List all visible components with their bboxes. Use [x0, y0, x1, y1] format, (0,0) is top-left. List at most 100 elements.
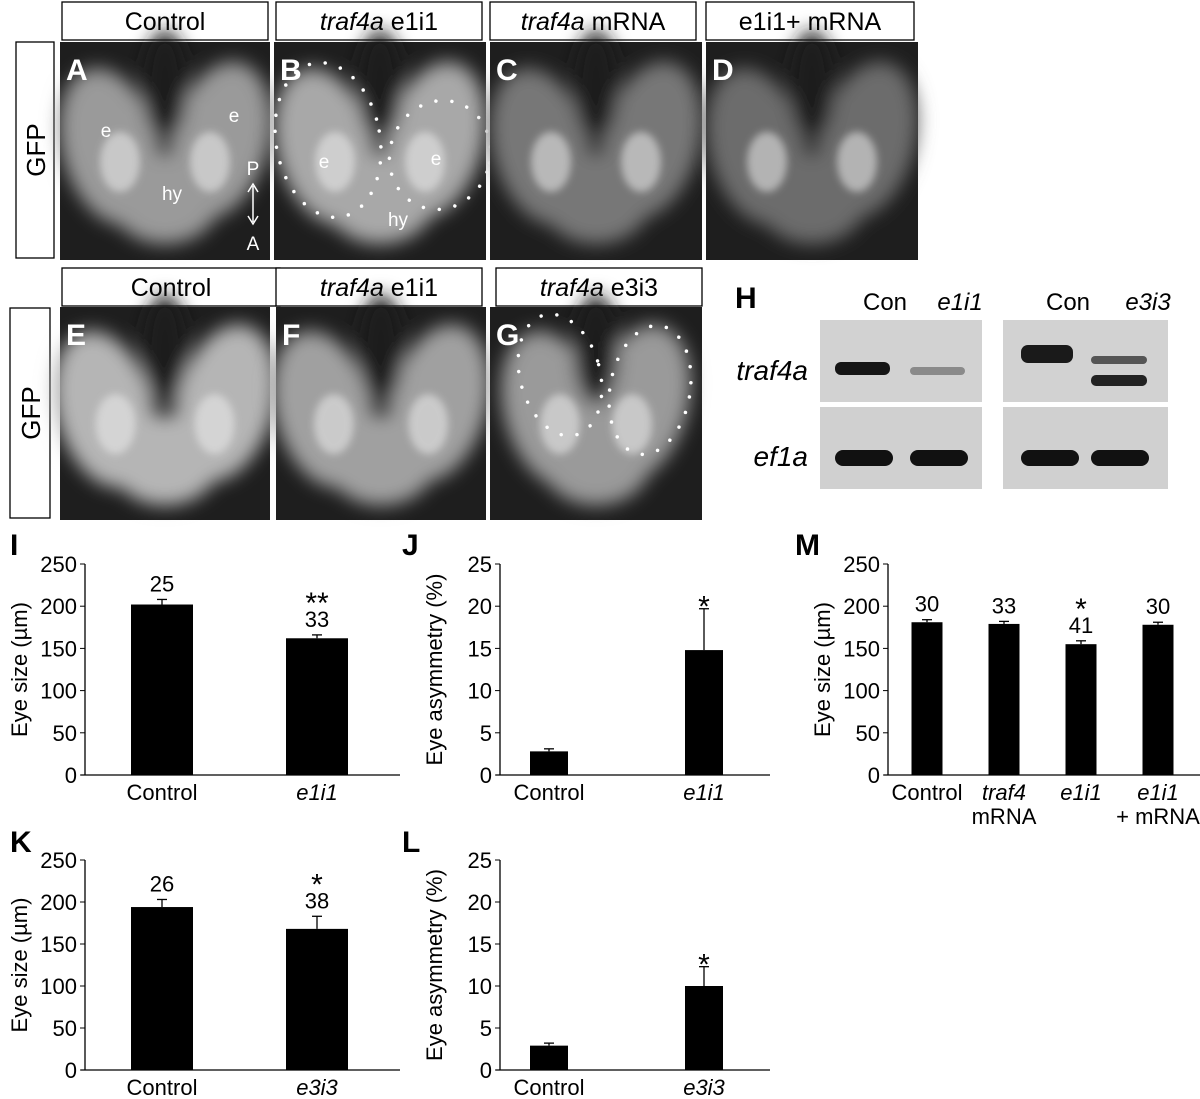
- label-eye: e: [431, 149, 442, 170]
- y-tick-label: 0: [868, 763, 880, 788]
- band: [1091, 450, 1149, 466]
- highlights: [531, 131, 661, 192]
- label-hy: hy: [162, 184, 183, 205]
- header-b-part: e1i1: [384, 8, 438, 36]
- y-tick-label: 150: [40, 636, 77, 661]
- midline-gap: [358, 30, 402, 141]
- dotted-outline: [516, 312, 604, 438]
- bar: [1065, 644, 1097, 775]
- gene-label-ef1a: ef1a: [754, 441, 809, 472]
- y-tick-label: 15: [468, 932, 492, 957]
- label-hy: hy: [388, 210, 409, 231]
- bar: [286, 928, 348, 1070]
- gfp-label-row2: GFP: [16, 386, 46, 439]
- y-tick-label: 100: [40, 974, 77, 999]
- label-eye: e: [229, 106, 240, 127]
- gel-ef1a-right: [1003, 407, 1168, 489]
- x-category-label: Control: [892, 780, 963, 805]
- highlights: [313, 394, 449, 455]
- y-tick-label: 250: [40, 552, 77, 577]
- y-tick-label: 25: [468, 552, 492, 577]
- n-label: 26: [150, 871, 174, 896]
- x-category-label: Control: [127, 780, 198, 805]
- panel-label: F: [282, 319, 300, 352]
- header-f-part: traf4a: [320, 274, 384, 302]
- chart-i: I 0 50 100 150 200 250 Eye size (µm) 25 Control 33…: [7, 529, 400, 805]
- highlight: [95, 394, 136, 455]
- panel-label: I: [10, 529, 18, 562]
- highlight: [194, 394, 235, 455]
- y-axis-label: Eye size (µm): [810, 602, 835, 737]
- y-tick-label: 50: [53, 721, 77, 746]
- y-tick-label: 100: [843, 679, 880, 704]
- header-g-part: e3i3: [604, 274, 658, 302]
- header-f-box: [275, 267, 483, 307]
- x-category-label: e1i1: [1060, 780, 1102, 805]
- midline-gap: [574, 294, 618, 405]
- band: [835, 450, 893, 466]
- y-tick-label: 25: [468, 848, 492, 873]
- y-tick-label: 200: [40, 890, 77, 915]
- label-eye: e: [101, 121, 112, 142]
- micrograph-b: B: [273, 30, 493, 260]
- hypothalamus: [110, 153, 220, 244]
- bar: [911, 622, 943, 775]
- hypothalamus: [757, 153, 867, 244]
- micrograph-c: C: [490, 30, 702, 260]
- gene-label-traf4a: traf4a: [736, 355, 808, 386]
- y-tick-label: 0: [65, 763, 77, 788]
- bar: [1142, 624, 1174, 775]
- band: [835, 362, 890, 375]
- band: [910, 367, 965, 375]
- x-category-label: e3i3: [296, 1075, 338, 1099]
- gel-ef1a-left: [820, 407, 982, 489]
- header-f: traf4a e1i1: [320, 274, 438, 302]
- panel-label: A: [66, 54, 88, 87]
- highlight: [747, 131, 787, 192]
- bar: [530, 751, 568, 775]
- highlight: [313, 394, 354, 455]
- gfp-label-row1-box: [15, 41, 55, 259]
- x-category-label: Control: [127, 1075, 198, 1099]
- bar: [685, 986, 723, 1070]
- bar: [286, 638, 348, 775]
- n-label: 41: [1069, 613, 1093, 638]
- band: [1091, 356, 1147, 364]
- y-tick-label: 15: [468, 636, 492, 661]
- y-tick-label: 0: [65, 1058, 77, 1083]
- header-c-part: traf4a: [521, 8, 585, 36]
- n-label: 38: [305, 888, 329, 913]
- panel-label: J: [402, 529, 419, 562]
- chart-l: L 0 5 10 15 20 25 Eye asymmetry (%) Control * e3i3: [402, 826, 770, 1099]
- highlight: [837, 131, 877, 192]
- midline-gap: [143, 30, 187, 141]
- chart-k: K 0 50 100 150 200 250 Eye size (µm) 26 Control 38…: [7, 826, 400, 1099]
- gel-traf4a-left: [820, 320, 982, 402]
- bar: [988, 623, 1020, 775]
- header-c: traf4a mRNA: [521, 8, 666, 36]
- header-f-part: e1i1: [384, 274, 438, 302]
- lane-label: Con: [863, 289, 907, 316]
- chart-j: J 0 5 10 15 20 25 Eye asymmetry (%) Control * e1i1: [402, 529, 770, 805]
- y-tick-label: 200: [843, 594, 880, 619]
- panel-label: C: [496, 54, 518, 87]
- chart-m: M 0 50 100 150 200 250 Eye size (µm) 30 Control 33…: [795, 529, 1200, 829]
- x-category-label: e1i1: [683, 780, 725, 805]
- hypothalamus: [541, 153, 651, 244]
- n-label: 33: [305, 607, 329, 632]
- x-category-label: traf4: [982, 780, 1026, 805]
- hypothalamus: [110, 415, 220, 506]
- micrograph-g: G: [490, 294, 702, 520]
- lane-label: e3i3: [1125, 289, 1171, 316]
- y-tick-label: 50: [53, 1016, 77, 1041]
- panel-label: K: [10, 826, 32, 859]
- label-eye: e: [319, 152, 330, 173]
- dotted-outline: [387, 98, 493, 212]
- x-category-label: Control: [514, 1075, 585, 1099]
- highlight: [190, 131, 230, 192]
- midline-gap: [143, 294, 187, 405]
- y-tick-label: 100: [40, 679, 77, 704]
- label-posterior: P: [247, 159, 260, 180]
- highlights: [95, 394, 235, 455]
